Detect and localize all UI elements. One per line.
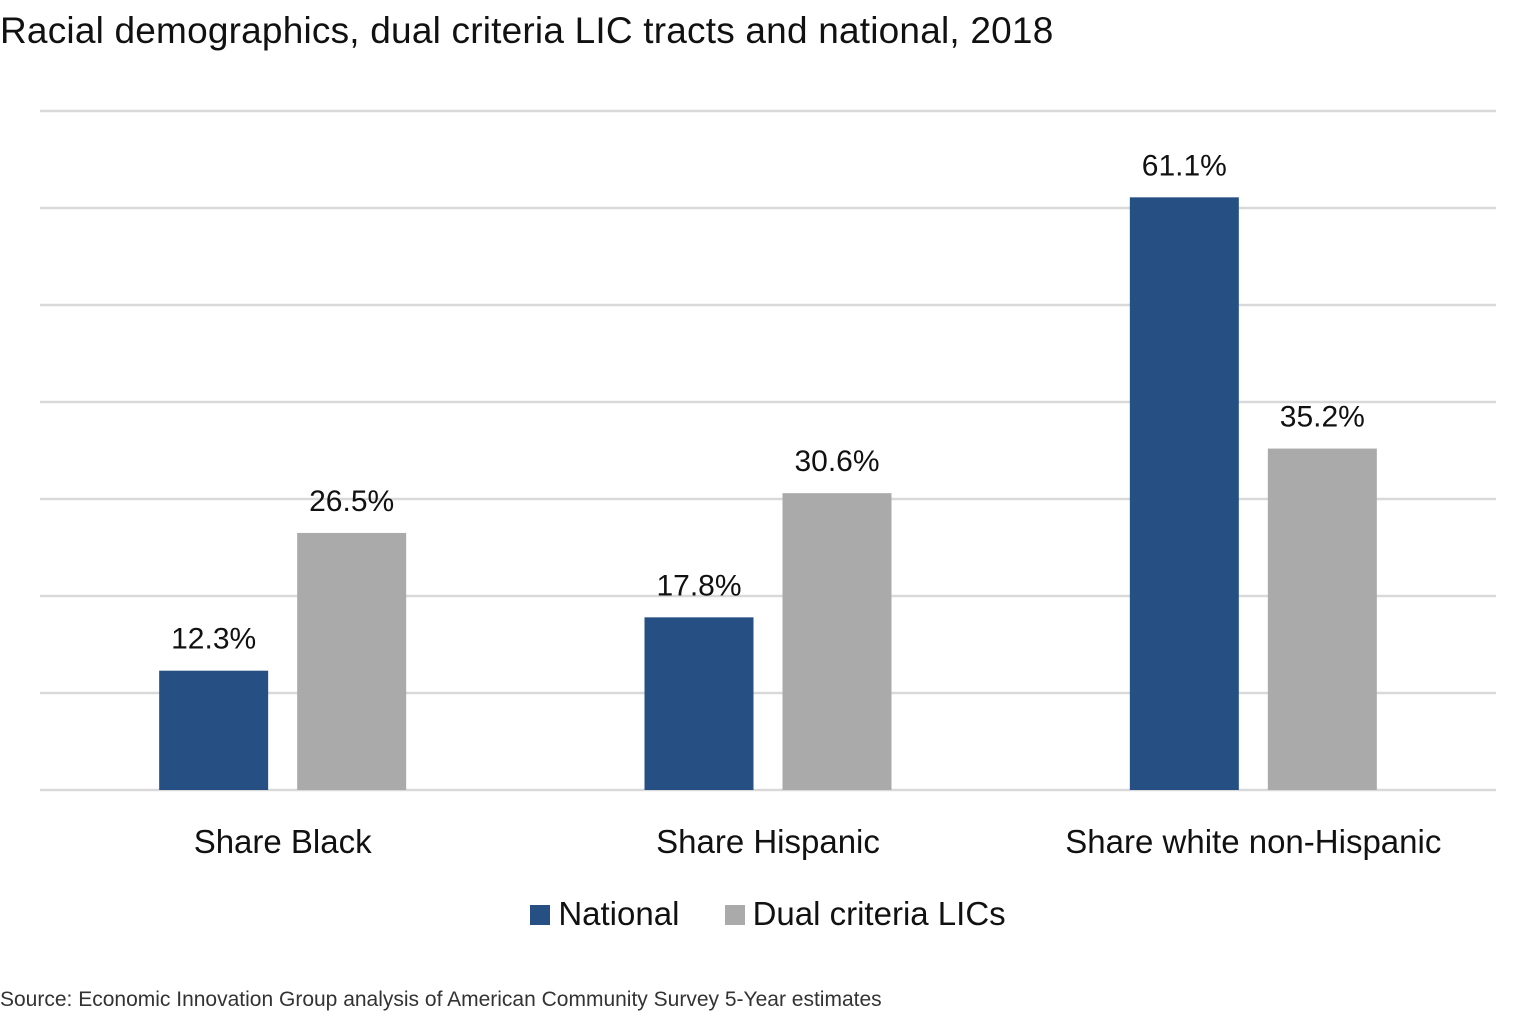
gridlines — [40, 109, 1496, 792]
data-label: 30.6% — [794, 445, 879, 478]
data-label: 61.1% — [1142, 149, 1227, 182]
data-labels: 12.3% 26.5% 17.8% 30.6% 61.1% 35.2% — [171, 149, 1365, 655]
bar — [1129, 197, 1239, 790]
bar — [297, 532, 407, 790]
legend-swatch-dual-criteria — [724, 904, 745, 925]
bar — [644, 617, 754, 790]
legend-item-dual-criteria: Dual criteria LICs — [724, 895, 1006, 933]
legend-swatch-national — [530, 904, 551, 925]
category-label: Share Black — [194, 823, 372, 860]
data-label: 12.3% — [171, 623, 256, 656]
chart-title: Racial demographics, dual criteria LIC t… — [0, 10, 1054, 51]
data-label: 35.2% — [1280, 401, 1365, 434]
legend: National Dual criteria LICs — [0, 893, 1536, 933]
category-label: Share white non-Hispanic — [1065, 823, 1441, 860]
bar — [782, 493, 892, 790]
data-label: 26.5% — [309, 485, 394, 518]
legend-label-dual-criteria: Dual criteria LICs — [752, 895, 1006, 933]
legend-item-national: National — [530, 895, 679, 933]
category-labels: Share Black Share Hispanic Share white non… — [194, 823, 1442, 860]
data-label: 17.8% — [656, 569, 741, 602]
legend-label-national: National — [558, 895, 680, 933]
category-label: Share Hispanic — [656, 823, 880, 860]
source-note: Source: Economic Innovation Group analys… — [0, 988, 882, 1011]
bars — [159, 197, 1377, 790]
bar — [159, 670, 269, 790]
bar — [1267, 448, 1377, 790]
